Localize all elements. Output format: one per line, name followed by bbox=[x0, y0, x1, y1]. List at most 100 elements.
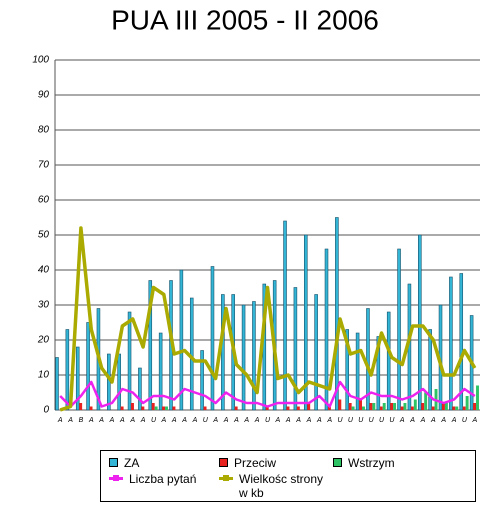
x-tick-label: U bbox=[203, 417, 209, 424]
x-tick-label: A bbox=[306, 417, 312, 424]
bar bbox=[265, 406, 269, 410]
bar bbox=[355, 332, 360, 411]
x-tick-label: A bbox=[233, 417, 239, 424]
bar bbox=[65, 329, 70, 411]
bar bbox=[351, 406, 355, 410]
bar bbox=[452, 406, 456, 410]
bar bbox=[386, 311, 391, 411]
bar bbox=[162, 406, 166, 410]
y-tick-label: 20 bbox=[37, 335, 50, 346]
x-tick-label: U bbox=[265, 417, 271, 424]
bar bbox=[379, 406, 383, 410]
bar bbox=[158, 332, 163, 411]
y-tick-label: 0 bbox=[43, 405, 49, 416]
x-tick-label: A bbox=[285, 417, 291, 424]
bar bbox=[210, 266, 215, 411]
x-tick-label: A bbox=[243, 417, 249, 424]
bar bbox=[200, 350, 204, 411]
x-tick-label: A bbox=[326, 417, 332, 424]
bar bbox=[362, 406, 365, 410]
x-tick-label: U bbox=[338, 417, 344, 424]
bar bbox=[86, 322, 90, 411]
bar bbox=[424, 392, 428, 410]
bar bbox=[413, 399, 417, 410]
x-tick-label: A bbox=[181, 417, 187, 424]
bar bbox=[327, 406, 331, 410]
line-series bbox=[59, 380, 476, 408]
bar bbox=[345, 329, 349, 411]
bar bbox=[296, 406, 300, 410]
x-tick-label: U bbox=[389, 417, 395, 424]
x-tick-label: A bbox=[98, 417, 104, 424]
legend-item: Przeciw bbox=[219, 456, 276, 470]
x-tick-label: U bbox=[369, 417, 375, 424]
x-tick-label: A bbox=[451, 417, 457, 424]
bar bbox=[444, 403, 448, 410]
bar bbox=[127, 311, 132, 411]
bar bbox=[117, 353, 121, 411]
x-tick-label: U bbox=[348, 417, 354, 424]
x-tick-label: A bbox=[192, 417, 198, 424]
legend-label: Wstrzym bbox=[348, 456, 395, 470]
x-tick-label: U bbox=[151, 417, 157, 424]
bar bbox=[476, 385, 479, 410]
bar bbox=[418, 234, 422, 411]
bar bbox=[314, 294, 318, 411]
bar bbox=[179, 269, 184, 411]
y-tick-label: 50 bbox=[38, 230, 50, 241]
bar bbox=[403, 403, 407, 410]
x-tick-label: A bbox=[88, 417, 94, 424]
bar bbox=[428, 329, 432, 411]
x-tick-label: A bbox=[275, 417, 281, 424]
bar bbox=[393, 403, 397, 410]
x-tick-label: A bbox=[129, 417, 135, 424]
legend-label: Liczba pytań bbox=[129, 472, 197, 486]
line-series bbox=[59, 226, 477, 412]
x-tick-label: A bbox=[399, 417, 405, 424]
x-tick-label: A bbox=[295, 417, 301, 424]
bar bbox=[221, 294, 225, 411]
bar bbox=[172, 406, 176, 410]
x-tick-label: A bbox=[254, 417, 260, 424]
bar bbox=[421, 403, 425, 410]
bar bbox=[431, 406, 435, 410]
bar bbox=[307, 403, 311, 410]
y-tick-label: 80 bbox=[38, 125, 50, 136]
bar bbox=[376, 336, 381, 411]
bar bbox=[390, 403, 394, 410]
bar bbox=[459, 273, 464, 411]
y-tick-label: 40 bbox=[38, 265, 50, 276]
legend-marker bbox=[219, 458, 228, 467]
bar bbox=[141, 406, 145, 410]
y-tick-label: 100 bbox=[32, 55, 49, 66]
x-tick-label: U bbox=[358, 417, 364, 424]
bar bbox=[465, 396, 469, 410]
x-tick-label: A bbox=[440, 417, 446, 424]
bar bbox=[148, 280, 153, 411]
x-tick-label: U bbox=[462, 417, 468, 424]
x-tick-label: B bbox=[79, 417, 84, 424]
bar bbox=[324, 248, 329, 411]
legend-marker bbox=[333, 458, 342, 467]
legend-marker bbox=[109, 474, 123, 483]
x-tick-label: A bbox=[109, 417, 115, 424]
bar bbox=[293, 287, 298, 411]
legend: ZA Przeciw Wstrzym Liczba pytań Wielkośc str… bbox=[100, 450, 476, 502]
legend-marker bbox=[219, 474, 233, 483]
legend-item: ZA bbox=[109, 456, 139, 470]
legend-item: Wielkośc strony w kb bbox=[219, 472, 329, 500]
bar bbox=[366, 308, 370, 411]
bar bbox=[138, 367, 142, 411]
bar bbox=[473, 403, 477, 410]
bar bbox=[75, 346, 80, 411]
x-tick-label: A bbox=[119, 417, 125, 424]
x-tick-label: A bbox=[420, 417, 426, 424]
bar bbox=[462, 406, 466, 410]
bar bbox=[79, 403, 83, 410]
bar bbox=[234, 406, 238, 410]
y-tick-label: 70 bbox=[38, 160, 50, 171]
bar bbox=[372, 403, 376, 410]
bar bbox=[359, 399, 363, 410]
y-tick-label: 30 bbox=[38, 300, 50, 311]
